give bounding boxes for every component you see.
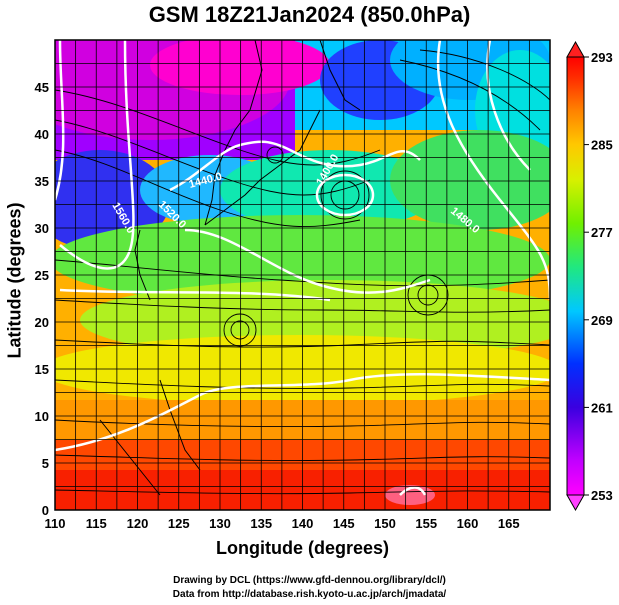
y-tick-label: 5 [42, 456, 49, 471]
x-tick-label: 140 [292, 516, 314, 531]
y-tick-label: 25 [35, 268, 49, 283]
credit-drawing: Drawing by DCL (https://www.gfd-dennou.o… [173, 575, 446, 586]
x-tick-label: 110 [45, 516, 66, 531]
plot-frame [54, 39, 551, 511]
x-axis-label: Longitude (degrees) [215, 538, 389, 558]
temperature-field [55, 40, 550, 510]
colorbar: 293 285 277 269 261 253 [566, 40, 613, 512]
x-tick-label: 150 [374, 516, 396, 531]
chart-title: GSM 18Z21Jan2024 (850.0hPa) [148, 2, 471, 27]
y-axis-ticks: 0 5 10 15 20 25 30 35 40 45 [35, 80, 49, 518]
y-tick-label: 15 [35, 362, 49, 377]
x-tick-label: 130 [209, 516, 231, 531]
colorbar-tick-label: 285 [591, 138, 613, 153]
x-tick-label: 155 [415, 516, 437, 531]
x-tick-label: 125 [168, 516, 190, 531]
credit-data: Data from http://database.rish.kyoto-u.a… [172, 589, 447, 600]
y-tick-label: 0 [42, 503, 49, 518]
x-tick-label: 165 [498, 516, 520, 531]
y-tick-label: 10 [35, 409, 49, 424]
colorbar-tick-label: 293 [591, 50, 613, 65]
y-tick-label: 30 [35, 221, 49, 236]
height-contours [55, 40, 550, 496]
x-tick-label: 145 [333, 516, 355, 531]
x-axis-ticks: 110 115 120 125 130 135 140 145 150 155 160 165 [45, 516, 520, 531]
x-tick-label: 115 [86, 516, 107, 531]
y-tick-label: 40 [35, 127, 49, 142]
colorbar-tick-label: 277 [591, 225, 613, 240]
x-tick-label: 160 [457, 516, 479, 531]
y-axis-label: Latitude (degrees) [4, 202, 25, 359]
colorbar-tick-label: 253 [591, 488, 613, 503]
y-tick-label: 35 [35, 174, 49, 189]
y-tick-label: 45 [35, 80, 49, 95]
y-tick-label: 20 [35, 315, 49, 330]
colorbar-tick-label: 269 [591, 313, 613, 328]
grid [54, 39, 551, 511]
x-tick-label: 135 [250, 516, 272, 531]
x-tick-label: 120 [127, 516, 149, 531]
colorbar-tick-label: 261 [591, 400, 613, 415]
